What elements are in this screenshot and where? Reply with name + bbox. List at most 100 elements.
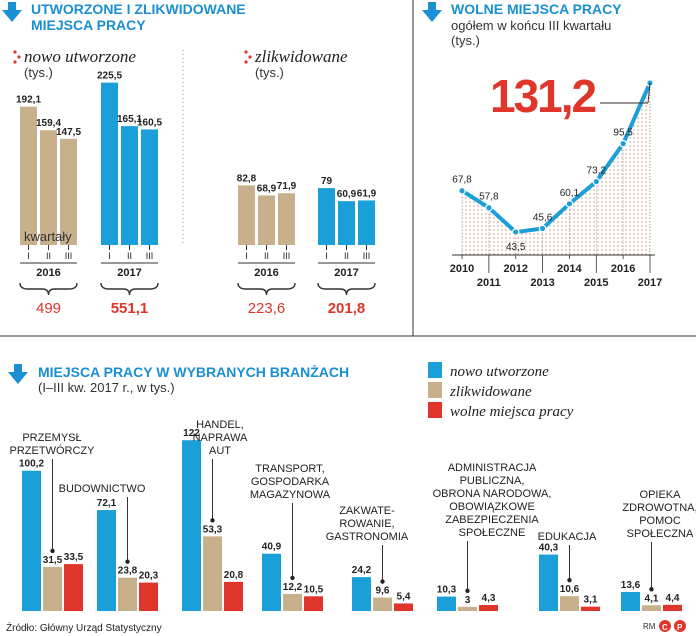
sector-label: BUDOWNICTWO [59,483,146,495]
year-tick-label: 2011 [477,277,501,289]
sector-bar-value: 10,6 [560,584,580,595]
point-label: 43,5 [506,242,526,253]
highlight-leader [647,82,651,104]
bar-value-label: 159,4 [36,118,61,129]
point-label: 45,6 [533,212,553,223]
sector-bar-vacancies [139,582,158,611]
bar-value-label: 165,1 [117,114,142,125]
line-point [511,228,520,236]
sector-label: ZABEZPIECZENIA [445,514,539,526]
point-label: 73,2 [587,166,607,177]
sector-label: ADMINISTRACJA [448,462,537,474]
arrow-down-icon [422,2,442,22]
year-label: 2016 [254,267,278,279]
line-point [619,139,627,148]
quarter-label: I [325,251,328,261]
bar-value-label: 79 [321,176,333,187]
sector-leader-dot [125,559,130,564]
sector-label: SPOŁECZNE [459,527,526,539]
sector-bar-value: 4,4 [666,593,680,604]
year-tick-label: 2012 [503,263,527,275]
sector-leader-dot [210,518,215,523]
sector-label: PRZETWÓRCZY [10,444,96,457]
sector-bar-value: 13,6 [621,580,641,591]
sector-bar-new [621,591,640,611]
sector-bar-eliminated [642,605,661,611]
sector-bar-eliminated [560,596,579,611]
quarter-label: I [245,251,248,261]
arrow-down-icon [2,2,22,22]
sector-bar-eliminated [283,593,302,611]
line-point [592,177,601,186]
sector-bar-vacancies [663,604,682,611]
year-tick-label: 2016 [611,263,635,275]
sector-label: AUT [209,445,231,457]
bar-value-label: 82,8 [237,173,257,184]
quarter-label: I [108,251,111,261]
sector-leader-dot [649,587,654,592]
sector-bar-value: 12,2 [283,582,303,593]
panel3-title: MIEJSCA PRACY W WYBRANYCH BRANŻACH [38,364,349,380]
sector-bar-value: 10,5 [304,584,324,595]
legend-swatch-vacancies [428,402,442,418]
arrow-down-icon [8,364,28,384]
panel1-title-line1: UTWORZONE I ZLIKWIDOWANE [31,1,246,17]
sector-label: GOSPODARKA [251,476,330,488]
sector-bar-value: 20,8 [224,570,244,581]
svg-text:P: P [677,623,683,632]
bar-value-label: 68,9 [257,183,277,194]
year-tick-label: 2015 [584,277,608,289]
panel2-title: WOLNE MIEJSCA PRACY [451,1,622,17]
legend: nowo utworzone zlikwidowane wolne miejsc… [428,362,574,420]
bar-value-label: 147,5 [56,127,81,138]
svg-text:C: C [662,623,668,632]
bullet-dots-icon [13,50,21,64]
year-label: 2017 [117,267,141,279]
quarter-label: III [146,251,154,261]
bar-2016-q1 [238,185,255,245]
line-point [565,200,574,208]
sector-bar-value: 40,9 [262,542,282,553]
sector-label: EDUKACJA [538,531,597,543]
credit: RM [643,622,656,631]
panel2-subtitle-line2: (tys.) [451,33,480,48]
sector-label: TRANSPORT, [255,463,324,475]
new-jobs-label: nowo utworzone [24,47,136,66]
sector-bar-eliminated [203,536,222,611]
sector-bar-value: 122 [183,428,200,439]
sector-bar-value: 24,2 [352,565,372,576]
quarters-label: kwartały [24,229,72,244]
line-point [458,186,466,195]
sector-label: OPIEKA [640,489,682,501]
sector-bar-new [352,577,371,611]
bar-2016-q1 [20,106,37,245]
year-total: 551,1 [111,300,149,317]
sector-bar-value: 4,1 [645,593,659,604]
sector-bar-vacancies [479,604,498,611]
sector-bar-value: 23,8 [118,566,138,577]
bar-2016-q3 [60,138,77,245]
area-fill [462,82,650,256]
source-note: Źródło: Główny Urząd Statystyczny [6,621,162,634]
year-tick-label: 2010 [450,263,474,275]
bar-value-label: 192,1 [16,95,41,106]
sector-bar-value: 33,5 [64,552,84,563]
sector-bar-value: 3 [465,595,471,606]
bar-2017-q2 [338,201,355,245]
quarter-label: II [127,251,132,261]
quarter-label: III [65,251,73,261]
bar-value-label: 71,9 [277,181,297,192]
point-label: 67,8 [452,175,472,186]
sector-bar-vacancies [64,564,83,611]
sector-bar-value: 20,3 [139,571,159,582]
brace [317,282,376,296]
new-jobs-unit: (tys.) [24,65,53,80]
legend-label-vacancies: wolne miejsca pracy [450,404,574,420]
sector-bar-value: 100,2 [19,459,44,470]
sector-bar-value: 31,5 [43,555,63,566]
bar-2016-q2 [40,130,57,245]
sector-bar-value: 4,3 [482,593,496,604]
quarter-label: III [283,251,291,261]
bar-value-label: 60,9 [337,189,357,200]
